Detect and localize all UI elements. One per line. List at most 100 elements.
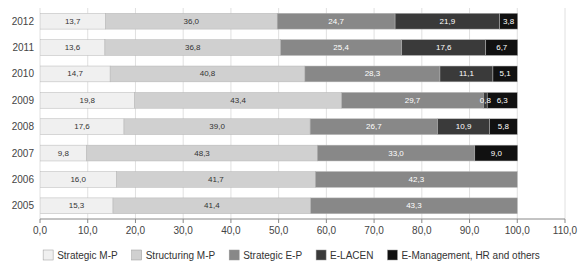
bar-segment xyxy=(40,198,113,214)
tick-mark xyxy=(469,219,470,223)
x-axis-line xyxy=(40,219,565,220)
bar-segment xyxy=(395,13,500,29)
tick-label: 110,0 xyxy=(553,225,578,236)
legend-label: E-Management, HR and others xyxy=(401,250,539,261)
data-label: 5,1 xyxy=(500,69,512,78)
bar-segment xyxy=(40,172,116,188)
category-label: 2011 xyxy=(12,42,34,53)
bar-segment xyxy=(281,40,402,56)
legend-label: Strategic E-P xyxy=(243,250,302,261)
data-label: 41,7 xyxy=(208,175,224,184)
data-label: 0,8 xyxy=(480,96,492,105)
tick-label: 100,0 xyxy=(505,225,530,236)
tick-mark xyxy=(183,219,184,223)
category-label: 2005 xyxy=(12,200,35,211)
x-grid xyxy=(40,8,565,219)
bar-segment xyxy=(475,145,518,161)
data-label: 10,9 xyxy=(456,122,472,131)
tick-label: 70,0 xyxy=(364,225,384,236)
bar-segment xyxy=(135,92,342,108)
bars xyxy=(40,13,518,213)
data-label: 19,8 xyxy=(79,96,95,105)
data-label: 9,0 xyxy=(491,149,503,158)
bar-segment xyxy=(40,92,135,108)
bar-segment xyxy=(500,13,518,29)
tick-label: 80,0 xyxy=(412,225,432,236)
bar-segment xyxy=(517,172,518,188)
bar-segment xyxy=(517,198,518,214)
data-label: 16,0 xyxy=(70,175,86,184)
legend-swatch xyxy=(316,250,326,260)
data-label: 9,8 xyxy=(58,149,70,158)
bar-segment xyxy=(486,40,518,56)
tick-label: 20,0 xyxy=(126,225,146,236)
data-label: 33,0 xyxy=(388,149,404,158)
bar-segment xyxy=(110,66,305,82)
data-label: 43,3 xyxy=(406,201,422,210)
legend-swatch xyxy=(387,250,397,260)
bar-segment xyxy=(40,119,124,135)
data-label: 43,4 xyxy=(230,96,246,105)
bar-segment xyxy=(438,119,490,135)
tick-label: 10,0 xyxy=(78,225,98,236)
bar-segment xyxy=(402,40,486,56)
tick-label: 60,0 xyxy=(317,225,337,236)
data-label: 17,6 xyxy=(436,43,452,52)
category-label: 2006 xyxy=(12,174,35,185)
data-label: 6,3 xyxy=(497,96,509,105)
y-labels: 20122011201020092008200720062005 xyxy=(12,16,35,212)
tick-mark xyxy=(278,219,279,223)
data-label: 21,9 xyxy=(440,17,456,26)
bar-segment xyxy=(342,92,484,108)
legend-swatch xyxy=(43,250,53,260)
bar-segment xyxy=(311,198,518,214)
bar-segment xyxy=(40,40,105,56)
tick-mark xyxy=(421,219,422,223)
data-label: 13,6 xyxy=(65,43,81,52)
bar-segment xyxy=(490,119,518,135)
bar-segment xyxy=(315,172,517,188)
data-label: 5,8 xyxy=(498,122,510,131)
bar-segment xyxy=(517,172,518,188)
data-label: 15,3 xyxy=(69,201,85,210)
tick-label: 40,0 xyxy=(221,225,241,236)
tick-label: 90,0 xyxy=(460,225,480,236)
tick-mark xyxy=(565,219,566,223)
bar-segment xyxy=(277,13,395,29)
tick-mark xyxy=(230,219,231,223)
data-label: 26,7 xyxy=(366,122,382,131)
category-label: 2009 xyxy=(12,95,35,106)
data-label: 29,7 xyxy=(405,96,421,105)
bar-segment xyxy=(40,145,87,161)
bar-segment xyxy=(124,119,310,135)
tick-mark xyxy=(517,219,518,223)
bar-segment xyxy=(317,145,475,161)
bar-segment xyxy=(517,198,518,214)
tick-label: 30,0 xyxy=(173,225,193,236)
bar-segment xyxy=(40,66,110,82)
tick-mark xyxy=(374,219,375,223)
data-label: 36,0 xyxy=(184,17,200,26)
data-label: 11,1 xyxy=(459,69,475,78)
bar-segment xyxy=(105,13,277,29)
data-label: 40,8 xyxy=(200,69,216,78)
data-label: 3,8 xyxy=(503,17,515,26)
legend-label: Strategic M-P xyxy=(57,250,118,261)
tick-mark xyxy=(135,219,136,223)
bar-segment xyxy=(493,66,517,82)
data-label: 6,7 xyxy=(496,43,508,52)
bar-segment xyxy=(87,145,318,161)
legend-swatch xyxy=(229,250,239,260)
tick-label: 50,0 xyxy=(269,225,289,236)
bar-segment xyxy=(113,198,311,214)
tick-mark xyxy=(87,219,88,223)
data-label: 13,7 xyxy=(65,17,81,26)
tick-mark xyxy=(326,219,327,223)
category-label: 2008 xyxy=(12,121,35,132)
bar-segment xyxy=(310,119,437,135)
tick-mark xyxy=(40,219,41,223)
data-labels: 13,713,614,719,817,69,816,015,336,036,84… xyxy=(58,17,515,211)
x-ticks: 0,010,020,030,040,050,060,070,080,090,01… xyxy=(33,219,578,236)
category-label: 2010 xyxy=(12,68,35,79)
data-label: 41,4 xyxy=(204,201,220,210)
